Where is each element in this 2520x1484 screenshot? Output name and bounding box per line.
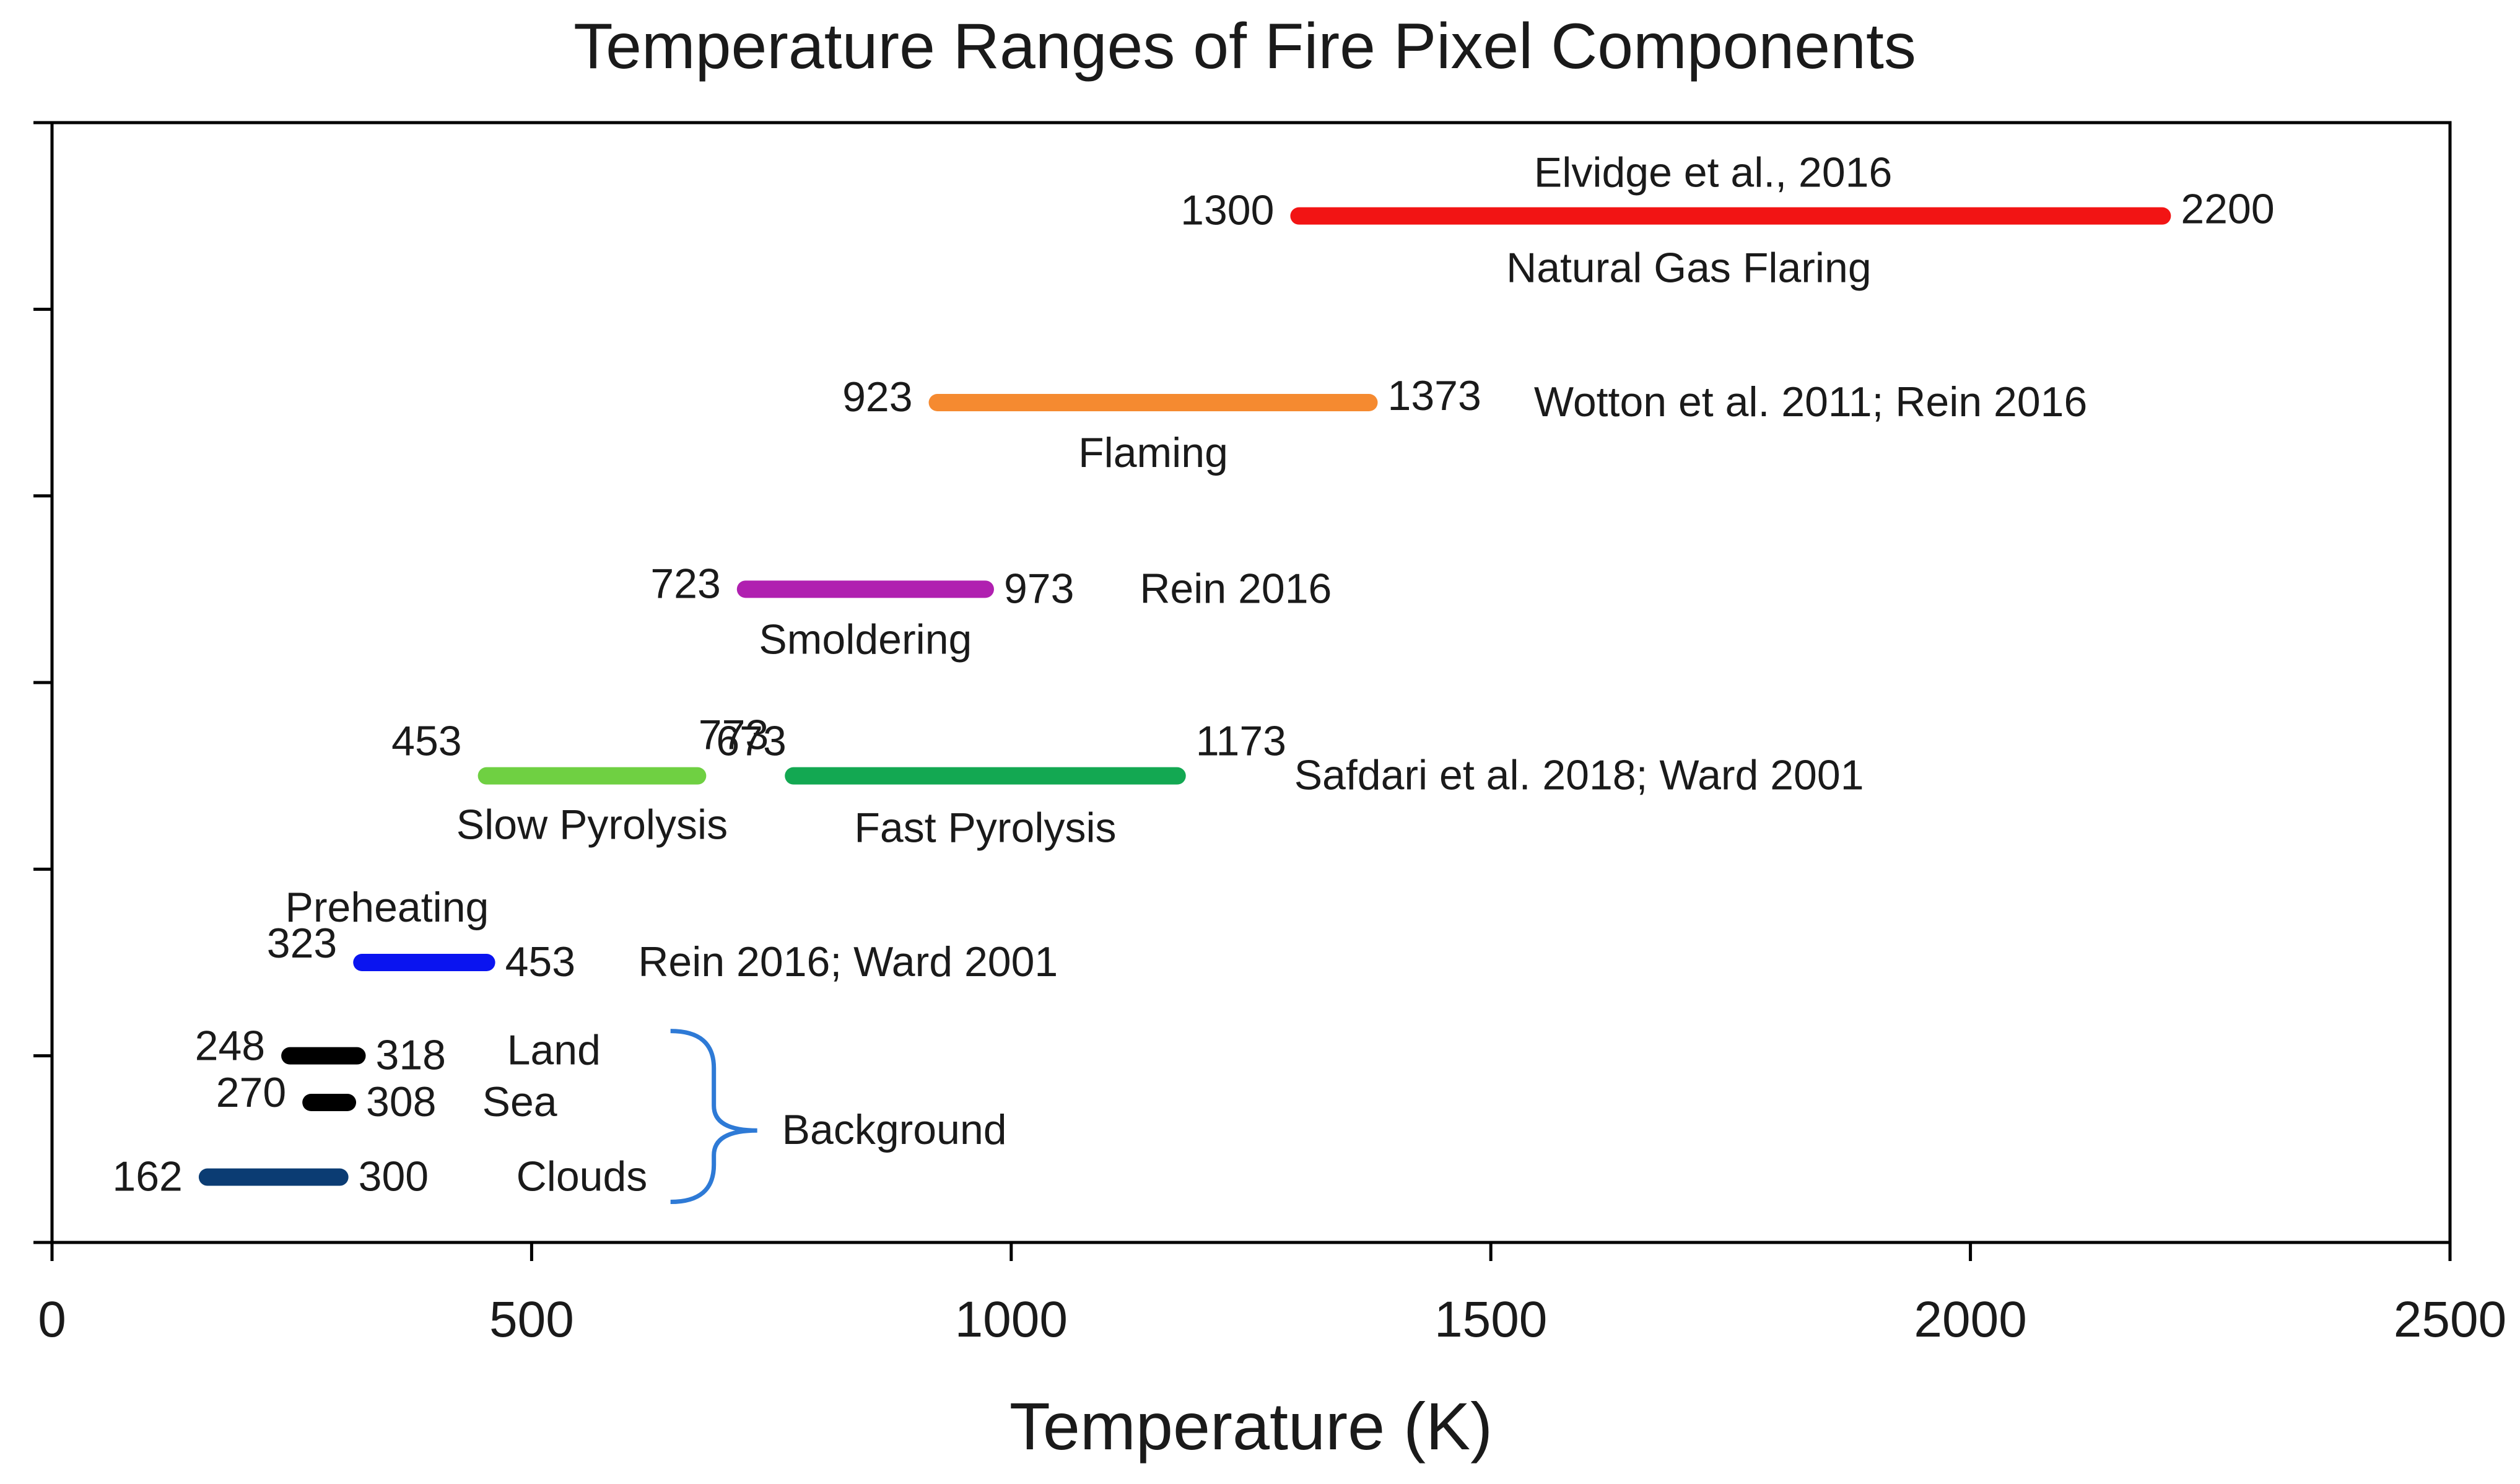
range-name-fast-pyrolysis: Fast Pyrolysis <box>854 805 1116 852</box>
range-name-flaming: Flaming <box>1078 429 1228 476</box>
range-max-label-clouds: 300 <box>359 1153 429 1200</box>
x-tick-label: 1000 <box>955 1291 1068 1348</box>
range-max-label-flaming: 1373 <box>1388 372 1481 419</box>
range-max-label-land: 318 <box>376 1032 446 1079</box>
x-tick-label: 2000 <box>1914 1291 2026 1348</box>
x-tick-label: 500 <box>489 1291 574 1348</box>
source-label: Wotton et al. 2011; Rein 2016 <box>1534 378 2087 426</box>
range-min-label-fast-pyrolysis: 773 <box>699 712 769 759</box>
source-label: Rein 2016 <box>1140 565 1332 612</box>
range-name-slow-pyrolysis: Slow Pyrolysis <box>456 801 728 849</box>
range-name-sea: Sea <box>482 1078 557 1125</box>
source-label: Elvidge et al., 2016 <box>1534 149 1892 196</box>
bracket-brace <box>670 1029 757 1205</box>
y-axis-ticks <box>33 121 52 1244</box>
range-name-preheating: Preheating <box>285 884 489 931</box>
range-min-label-sea: 270 <box>216 1069 286 1116</box>
x-tick-label: 0 <box>38 1291 66 1348</box>
range-bars: 162 300 Clouds 270 308 Sea 248 318 Land 323 453 Pre… <box>112 186 2274 1200</box>
range-min-label-flaming: 923 <box>842 373 912 421</box>
range-max-label-smoldering: 973 <box>1004 565 1074 612</box>
bracket-label: Background <box>782 1106 1007 1153</box>
chart-title: Temperature Ranges of Fire Pixel Compone… <box>573 11 1916 82</box>
range-min-label-land: 248 <box>195 1023 265 1070</box>
source-label: Safdari et al. 2018; Ward 2001 <box>1294 752 1864 799</box>
background-bracket: Background <box>670 1029 1007 1205</box>
x-axis-label: Temperature (K) <box>1009 1389 1493 1464</box>
range-min-label-natural-gas-flaring: 1300 <box>1180 187 1274 234</box>
range-min-label-smoldering: 723 <box>650 560 720 607</box>
range-min-label-preheating: 323 <box>267 920 337 967</box>
range-min-label-clouds: 162 <box>112 1153 182 1200</box>
range-max-label-sea: 308 <box>366 1078 436 1125</box>
range-name-clouds: Clouds <box>517 1153 648 1200</box>
range-max-label-fast-pyrolysis: 1173 <box>1196 718 1286 765</box>
x-tick-label: 1500 <box>1434 1291 1547 1348</box>
x-axis-ticks: 0 500 1000 1500 2000 2500 <box>38 1242 2506 1348</box>
x-tick-label: 2500 <box>2394 1291 2506 1348</box>
range-max-label-natural-gas-flaring: 2200 <box>2181 186 2274 233</box>
range-name-natural-gas-flaring: Natural Gas Flaring <box>1506 245 1872 292</box>
range-min-label-slow-pyrolysis: 453 <box>391 718 461 765</box>
source-labels: Rein 2016; Ward 2001 Safdari et al. 2018;… <box>638 149 2087 985</box>
range-max-label-slow-pyrolysis: 673 <box>716 718 786 765</box>
source-label: Rein 2016; Ward 2001 <box>638 938 1058 985</box>
range-name-smoldering: Smoldering <box>759 616 972 663</box>
range-name-land: Land <box>507 1027 601 1074</box>
range-max-label-preheating: 453 <box>505 938 575 985</box>
